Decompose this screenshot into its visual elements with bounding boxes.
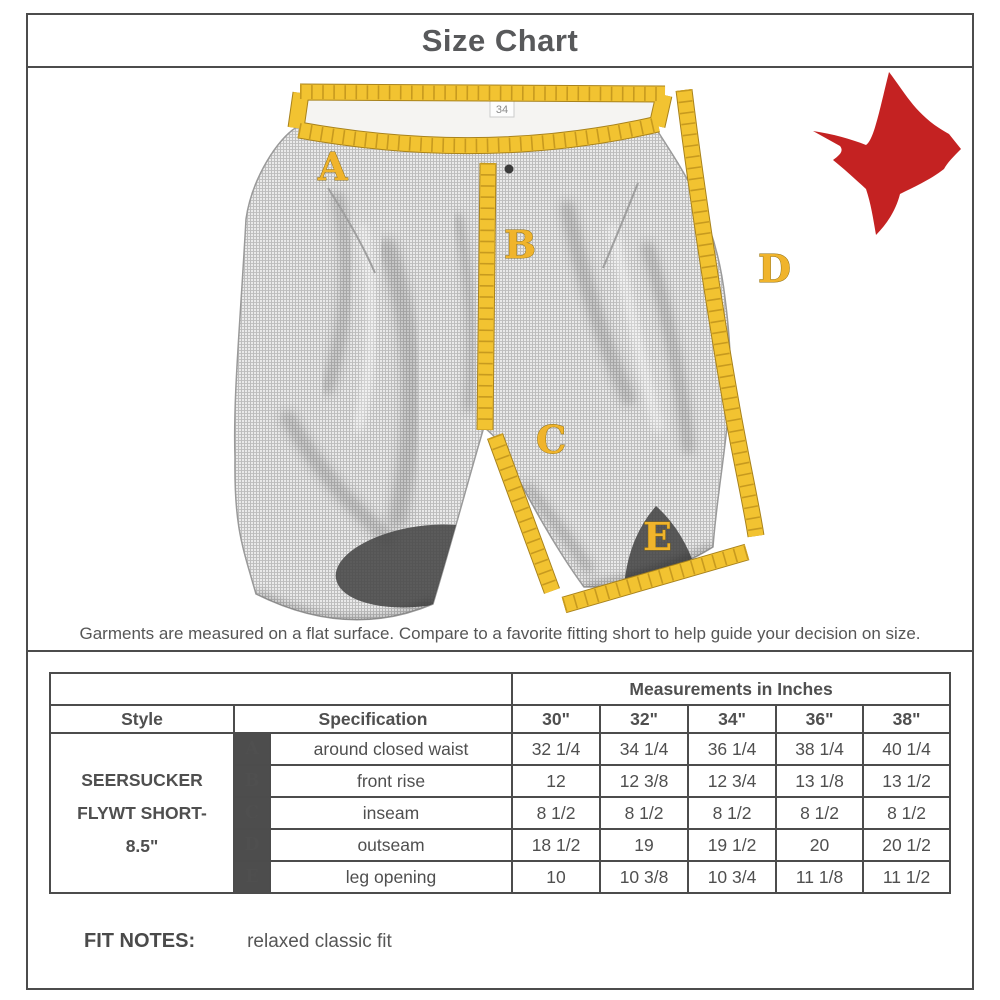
table-cell: 13 1/2 — [862, 764, 952, 798]
table-row-front-rise: B front rise 12 12 3/8 12 3/4 13 1/8 13 … — [50, 764, 952, 798]
style-header: Style — [49, 704, 235, 734]
measurement-tape-leg-opening — [561, 543, 750, 614]
page-frame: Size Chart — [26, 13, 974, 990]
table-cell: 12 3/4 — [687, 764, 778, 798]
table-row-waist: SEERSUCKER FLYWT SHORT- 8.5" A around cl… — [49, 732, 952, 894]
tape-label-b: B — [504, 222, 536, 267]
table-cell: 19 1/2 — [687, 828, 778, 862]
table-cell: 8 1/2 — [862, 796, 952, 830]
style-line-1: SEERSUCKER — [81, 769, 203, 790]
measuring-caption: Garments are measured on a flat surface.… — [79, 624, 921, 643]
measurement-tape-waist — [287, 83, 673, 155]
table-cell: 38 1/4 — [775, 732, 865, 766]
page-title: Size Chart — [421, 22, 579, 58]
table-cell: 11 1/2 — [862, 860, 952, 894]
image-section: 34 — [28, 68, 972, 652]
table-cell: 18 1/2 — [511, 828, 602, 862]
style-name-cell: SEERSUCKER FLYWT SHORT- 8.5" — [49, 732, 235, 894]
measurement-tape-front-rise — [476, 162, 497, 431]
fit-notes-label: FIT NOTES: — [84, 930, 196, 952]
table-cell: 20 — [775, 828, 865, 862]
table-cell: 40 1/4 — [862, 732, 952, 766]
specification-header: Specification — [232, 704, 514, 734]
table-cell: 12 3/8 — [599, 764, 690, 798]
row-letter: C — [233, 796, 271, 830]
tape-label-a: A — [317, 144, 348, 189]
measurements-header: Measurements in Inches — [511, 672, 952, 706]
fly-button — [504, 164, 514, 174]
table-cell: 8 1/2 — [687, 796, 778, 830]
row-letter: E — [233, 860, 271, 894]
table-cell: 11 1/8 — [775, 860, 865, 894]
shorts-measurement-diagram: 34 — [233, 72, 961, 621]
table-cell: 13 1/8 — [775, 764, 865, 798]
row-letter: A — [233, 732, 271, 766]
table-row-leg-opening: E leg opening 10 10 3/8 10 3/4 11 1/8 11… — [50, 860, 952, 894]
table-cell: 19 — [599, 828, 690, 862]
row-spec: front rise — [268, 764, 514, 798]
tape-label-e: E — [643, 514, 672, 559]
size-header-30: 30" — [511, 704, 602, 734]
table-cell: 8 1/2 — [775, 796, 865, 830]
table-cell: 34 1/4 — [599, 732, 690, 766]
table-cell: 10 3/4 — [687, 860, 778, 894]
style-line-3: 8.5" — [125, 835, 159, 856]
size-table: Measurements in Inches Style Specificati… — [48, 672, 952, 894]
size-header-38: 38" — [862, 704, 952, 734]
table-cell: 10 3/8 — [599, 860, 690, 894]
fit-notes: FIT NOTES: relaxed classic fit — [84, 930, 392, 953]
table-row-outseam: D outseam 18 1/2 19 19 1/2 20 20 1/2 — [50, 828, 952, 862]
row-letter: B — [233, 764, 271, 798]
row-spec: around closed waist — [268, 732, 514, 766]
size-header-36: 36" — [775, 704, 865, 734]
size-header-34: 34" — [687, 704, 778, 734]
row-spec: leg opening — [268, 860, 514, 894]
bottom-section: Measurements in Inches Style Specificati… — [28, 652, 972, 990]
table-cell: 32 1/4 — [511, 732, 602, 766]
table-spacer — [48, 672, 514, 706]
table-cell: 12 — [511, 764, 602, 798]
size-header-32: 32" — [599, 704, 690, 734]
table-cell: 8 1/2 — [599, 796, 690, 830]
table-row-inseam: C inseam 8 1/2 8 1/2 8 1/2 8 1/2 8 1/2 — [50, 796, 952, 830]
table-cell: 36 1/4 — [687, 732, 778, 766]
title-bar: Size Chart — [28, 15, 972, 68]
style-line-2: FLYWT SHORT- — [77, 802, 207, 823]
measurement-tape-inseam — [487, 433, 560, 594]
row-spec: outseam — [268, 828, 514, 862]
waist-size-tag-text: 34 — [496, 104, 508, 116]
tape-label-c: C — [536, 417, 566, 462]
table-cell: 10 — [511, 860, 602, 894]
tape-label-d: D — [758, 246, 791, 291]
row-spec: inseam — [268, 796, 514, 830]
fit-notes-value: relaxed classic fit — [247, 931, 392, 952]
table-cell: 8 1/2 — [511, 796, 602, 830]
row-letter: D — [233, 828, 271, 862]
measurement-tape-outseam — [675, 88, 765, 538]
swallow-logo-icon — [813, 72, 961, 235]
table-cell: 20 1/2 — [862, 828, 952, 862]
